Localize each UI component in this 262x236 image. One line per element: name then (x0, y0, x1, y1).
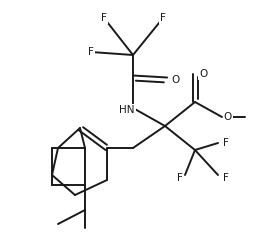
Text: F: F (88, 47, 94, 57)
Text: O: O (199, 69, 207, 79)
Text: HN: HN (119, 105, 135, 115)
Text: O: O (171, 75, 179, 85)
Text: F: F (177, 173, 183, 183)
Text: F: F (223, 138, 229, 148)
Text: F: F (101, 13, 107, 23)
Text: F: F (223, 173, 229, 183)
Text: F: F (160, 13, 166, 23)
Text: O: O (224, 112, 232, 122)
